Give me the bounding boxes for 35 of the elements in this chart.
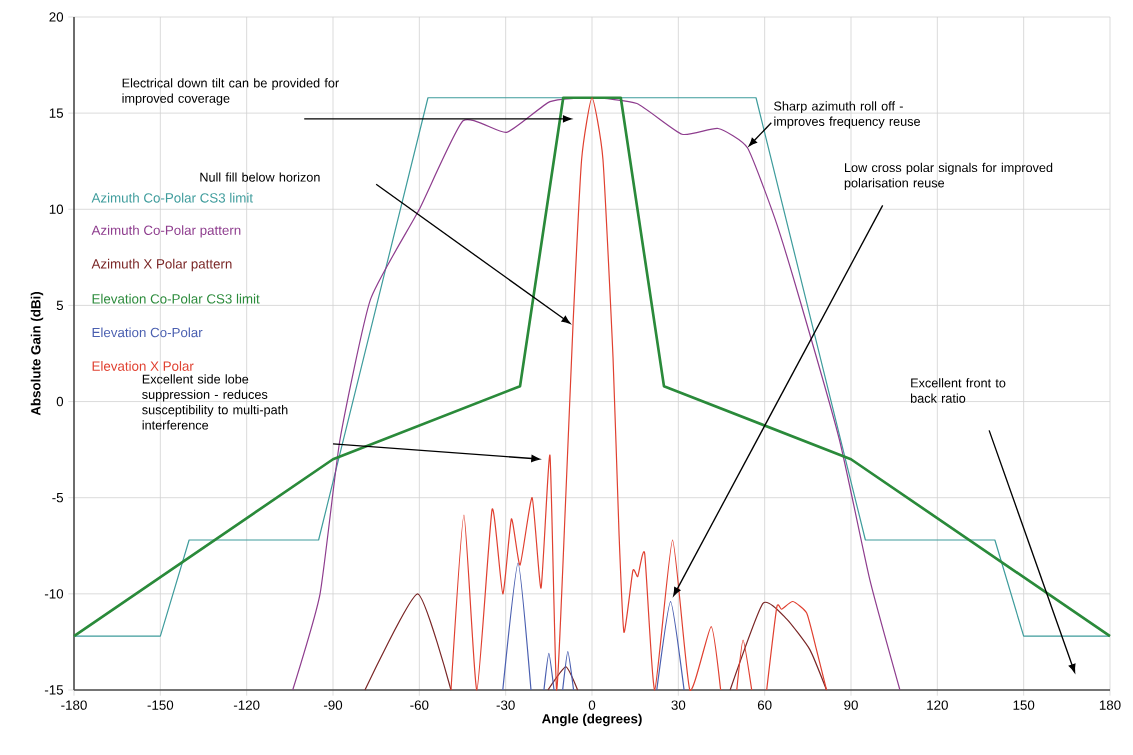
x-tick-label: 150 [1013, 700, 1035, 710]
y-tick-label: 5 [56, 300, 64, 311]
y-tick-label: 20 [49, 12, 64, 22]
y-tick-label: 10 [49, 204, 64, 214]
y-axis-title: Absolute Gain (dBi) [30, 291, 44, 416]
x-tick-label: 0 [588, 700, 596, 710]
y-tick-label: -15 [44, 685, 64, 695]
annotation: Excellent front to back ratio [910, 378, 1006, 403]
x-tick-label: -30 [496, 700, 515, 710]
text: Azimuth Co-Polar pattern [91, 225, 241, 238]
x-tick-label: 60 [757, 700, 772, 710]
x-tick-label: -120 [233, 700, 260, 710]
text: Elevation Co-Polar CS3 limit [92, 293, 260, 304]
text: Azimuth Co-Polar CS3 limit [91, 192, 253, 203]
x-axis-title: Angle (degrees) [541, 713, 642, 727]
x-tick-label: 90 [844, 700, 858, 710]
y-tick-label: -5 [52, 493, 64, 503]
x-tick-label: 180 [1099, 700, 1121, 710]
text: Elevation X Polar [92, 361, 194, 371]
text: Elevation Co-Polar [92, 327, 203, 338]
annotation: Electrical down tilt can be provided for improved coverage [122, 78, 339, 106]
annotation: Low cross polar signals for improved polarisation reuse [844, 162, 1053, 190]
text: Azimuth X Polar pattern [91, 258, 232, 272]
annotation: Excellent side lobe suppression - reduces susceptibility to multi-path interference [142, 374, 288, 430]
annotation: Sharp azimuth roll off - improves frequency reuse [774, 101, 921, 129]
x-tick-label: -180 [61, 700, 87, 710]
x-tick-label: -60 [410, 700, 429, 710]
y-tick-label: 15 [49, 108, 64, 118]
x-tick-label: -150 [147, 700, 174, 710]
x-tick-label: -90 [323, 700, 343, 710]
x-tick-label: 120 [927, 700, 948, 710]
y-tick-label: -10 [44, 589, 64, 599]
y-tick-label: 0 [56, 396, 64, 407]
x-tick-label: 30 [671, 700, 686, 710]
annotation: Null fill below horizon [200, 172, 320, 182]
